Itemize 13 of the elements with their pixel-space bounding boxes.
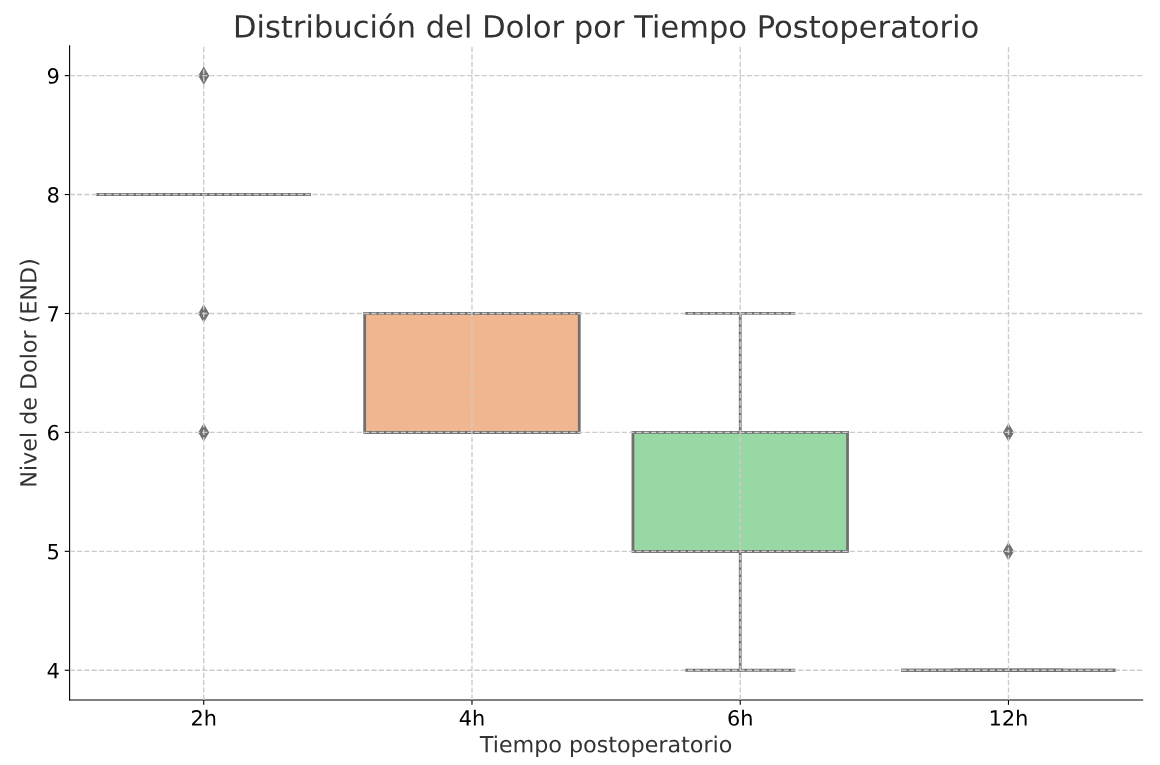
x-tick-label: 4h — [459, 709, 484, 726]
y-tick-label: 4 — [47, 662, 59, 679]
x-tick-label: 6h — [728, 709, 752, 726]
x-tick-label: 2h — [192, 709, 216, 726]
y-axis-title: Nivel de Dolor (END) — [19, 260, 40, 486]
chart-title: Distribución del Dolor por Tiempo Postoperatorio — [235, 13, 978, 44]
x-tick-label: 12h — [990, 709, 1027, 726]
y-tick-label: 8 — [48, 187, 59, 203]
y-tick-label: 9 — [47, 68, 59, 84]
x-axis-title: Tiempo postoperatorio — [479, 735, 732, 757]
y-tick-label: 5 — [48, 544, 59, 560]
y-tick-label: 7 — [48, 306, 59, 322]
y-tick-label: 6 — [48, 424, 59, 441]
